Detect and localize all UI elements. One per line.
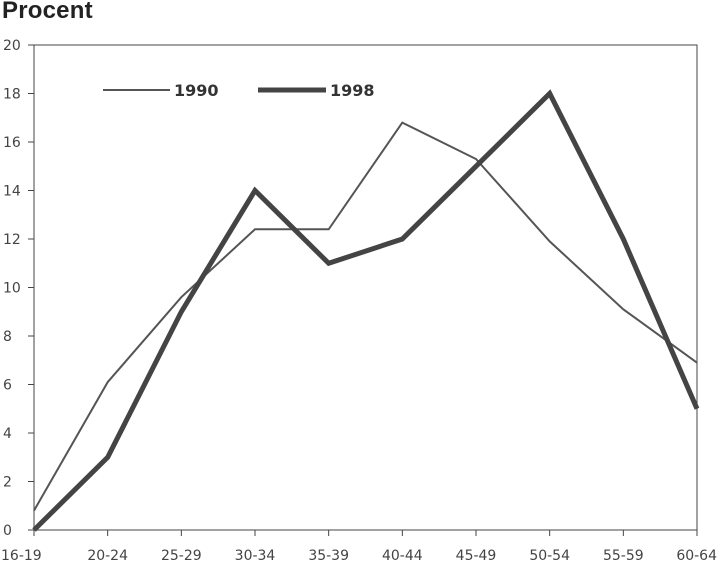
y-tick-label: 18 [3,87,21,103]
x-tick-label: 60-64 [676,548,717,564]
y-tick-label: 8 [3,329,12,345]
legend-label-1990: 1990 [174,81,219,100]
x-tick-label: 16-19 [1,548,42,564]
y-tick-label: 14 [3,184,21,200]
x-tick-label: 55-59 [603,548,644,564]
x-tick-label: 50-54 [529,548,570,564]
y-tick-label: 6 [3,378,12,394]
series-line-1998 [32,89,700,532]
x-tick-label: 20-24 [87,548,128,564]
y-tick-label: 2 [3,475,12,491]
x-tick-label: 40-44 [382,548,423,564]
y-tick-label: 4 [3,426,12,442]
legend-label-1998: 1998 [330,81,375,100]
x-tick-label: 25-29 [161,548,202,564]
x-axis: 16-19 20-24 25-29 30-34 35-39 40-44 45-49 50-54… [1,530,717,564]
y-tick-label: 10 [3,281,21,297]
series-lines [32,89,700,532]
x-tick-label: 35-39 [308,548,349,564]
plot-frame [33,44,698,531]
legend: 1990 1998 [103,81,375,100]
series-line-1990 [33,121,698,512]
y-tick-label: 0 [3,523,12,539]
y-tick-label: 20 [3,38,21,54]
y-tick-label: 16 [3,135,21,151]
y-axis: 0 2 4 6 8 10 12 14 16 18 20 [3,38,34,539]
y-tick-label: 12 [3,232,21,248]
x-tick-label: 45-49 [456,548,497,564]
x-tick-label: 30-34 [235,548,276,564]
y-axis-title: Procent [2,0,93,24]
